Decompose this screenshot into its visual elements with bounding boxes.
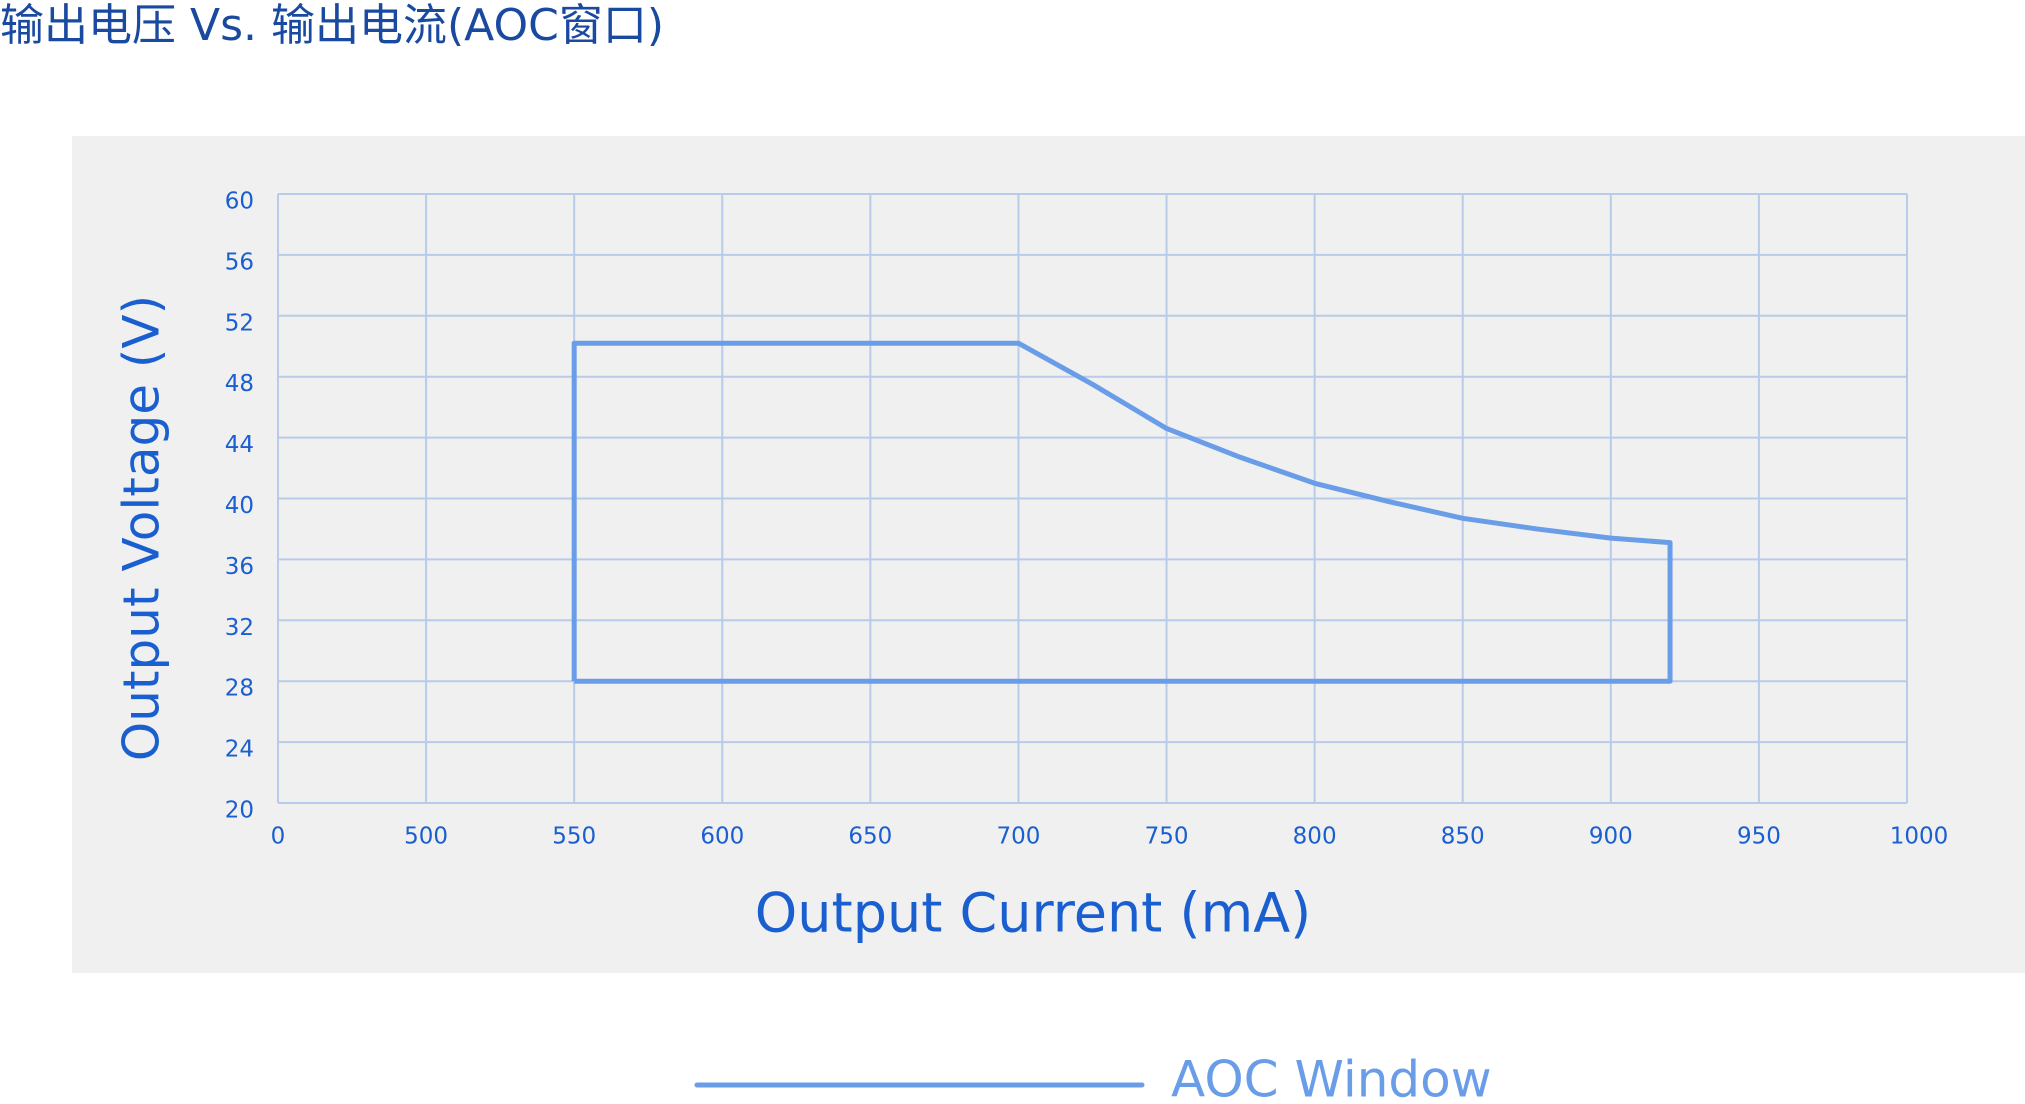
y-tick-label: 60 xyxy=(225,189,254,215)
x-tick-label: 850 xyxy=(1441,824,1485,850)
x-axis-title: Output Current (mA) xyxy=(755,882,1311,945)
x-tick-label: 950 xyxy=(1737,824,1781,850)
y-tick-label: 44 xyxy=(225,432,254,458)
legend-label: AOC Window xyxy=(1171,1051,1492,1104)
y-tick-label: 20 xyxy=(225,798,254,824)
y-tick-label: 48 xyxy=(225,371,254,397)
x-tick-label: 650 xyxy=(848,824,892,850)
x-tick-label: 0 xyxy=(271,824,286,850)
x-tick-label: 800 xyxy=(1293,824,1337,850)
plot-panel xyxy=(72,136,2025,973)
x-tick-label: 700 xyxy=(997,824,1041,850)
chart-title: 输出电压 Vs. 输出电流(AOC窗口) xyxy=(0,0,664,51)
x-tick-label: 900 xyxy=(1589,824,1633,850)
y-tick-label: 28 xyxy=(225,676,254,702)
x-tick-label: 750 xyxy=(1145,824,1189,850)
y-tick-label: 32 xyxy=(225,615,254,641)
x-tick-label: 550 xyxy=(552,824,596,850)
x-tick-label: 600 xyxy=(700,824,744,850)
y-tick-label: 56 xyxy=(225,249,254,275)
x-tick-label: 500 xyxy=(404,824,448,850)
x-tick-label: 1000 xyxy=(1890,824,1949,850)
y-tick-label: 52 xyxy=(225,310,254,336)
y-tick-label: 24 xyxy=(225,737,254,763)
series-line xyxy=(571,340,1673,684)
y-tick-label: 40 xyxy=(225,493,254,519)
y-axis-title: Output Voltage (V) xyxy=(113,295,171,761)
y-tick-label: 36 xyxy=(225,554,254,580)
